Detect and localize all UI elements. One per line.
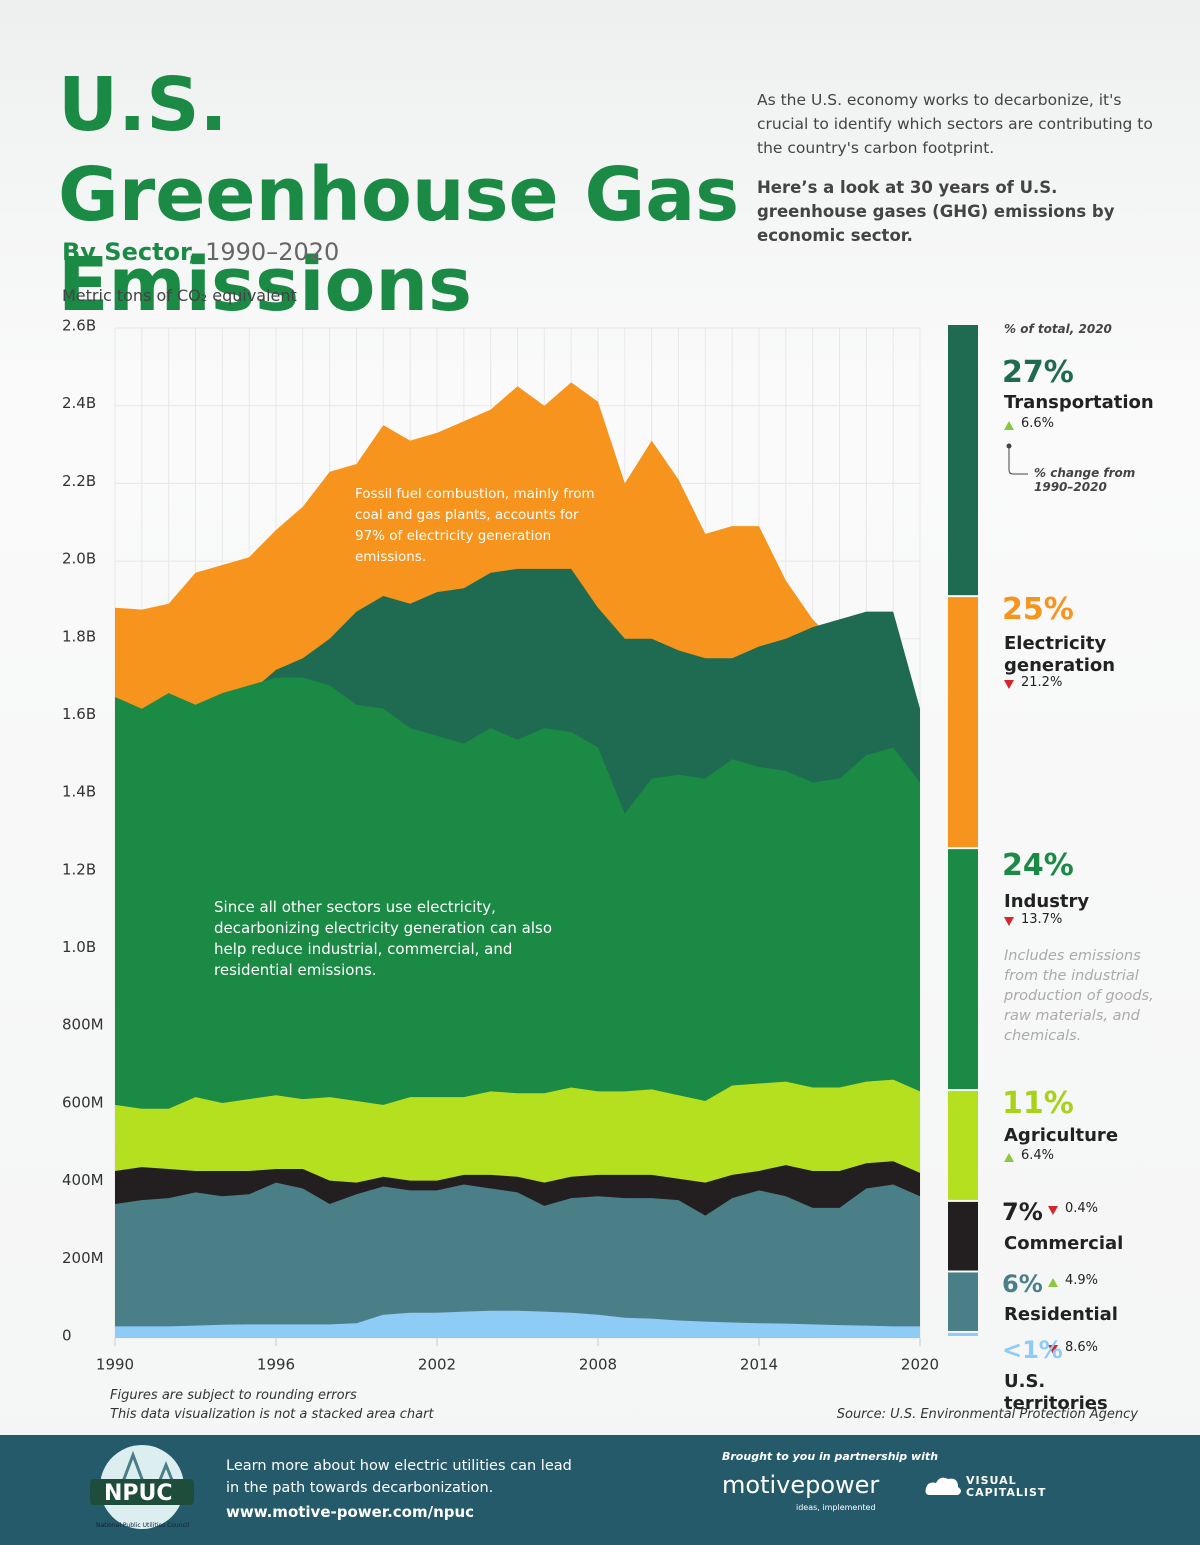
legend-segment (948, 1272, 978, 1331)
legend-name: Agriculture (1004, 1125, 1119, 1146)
subtitle-years: 1990–2020 (205, 238, 340, 266)
y-tick-label: 2.4B (62, 394, 96, 412)
legend-change: 8.6% (1065, 1340, 1099, 1355)
npuc: NPUC (104, 1481, 173, 1506)
legend-change: 21.2% (1021, 675, 1063, 690)
y-tick-label: 2.0B (62, 550, 96, 568)
note: Figures are subject to rounding errors (110, 1388, 357, 1403)
x-tick-label: 2008 (579, 1356, 617, 1374)
change-arrow (1004, 421, 1014, 430)
legend-segment (948, 325, 978, 596)
legend-segment (948, 1332, 978, 1336)
y-tick-label: 1.8B (62, 627, 96, 645)
x-tick-label: 2014 (740, 1356, 778, 1374)
legend-title: % of total, 2020 (1004, 322, 1112, 336)
footer: NPUC National Public Utilities Council L… (0, 1435, 1200, 1545)
y-tick-label: 1.0B (62, 938, 96, 956)
motivepower-tag: ideas, implemented (796, 1503, 876, 1512)
motivepower: motivepower (722, 1471, 880, 1499)
legend-segment (948, 597, 978, 848)
legend-change: 4.9% (1065, 1273, 1099, 1288)
industry-note: Includes emissions from the industrial p… (1004, 948, 1154, 1044)
y-tick-label: 800M (62, 1016, 104, 1034)
y-tick-label: 400M (62, 1171, 104, 1189)
y-tick-label: 0 (62, 1327, 72, 1345)
footer-url[interactable]: www.motive-power.com/npuc (226, 1503, 475, 1521)
legend-change: 13.7% (1021, 912, 1063, 927)
legend-share: 25% (1002, 592, 1074, 627)
y-tick-label: 600M (62, 1093, 104, 1111)
y-tick-label: 200M (62, 1249, 104, 1267)
x-tick-label: 1996 (257, 1356, 295, 1374)
intro-bold: Here’s a look at 30 years of U.S. greenh… (757, 178, 1115, 245)
change-arrow (1004, 680, 1014, 689)
npuc-full: National Public Utilities Council (96, 1522, 190, 1529)
npuc-logo (90, 1445, 194, 1529)
y-tick-label: 1.4B (62, 783, 96, 801)
leader (1006, 443, 1028, 475)
y-tick-label: 1.2B (62, 860, 96, 878)
subtitle: By Sector, 1990–2020 (62, 238, 339, 266)
x-tick-label: 2020 (901, 1356, 939, 1374)
change-arrow (1048, 1278, 1058, 1287)
legend-change: 6.6% (1021, 416, 1055, 431)
legend-name: Electricity generation (1004, 633, 1116, 676)
y-tick-label: 2.2B (62, 472, 96, 490)
title: U.S. Greenhouse Gas Emissions (58, 62, 740, 328)
legend-name: Commercial (1004, 1233, 1124, 1254)
y-axis-label: Metric tons of CO₂ equivalent (62, 286, 297, 305)
x-tick-label: 1990 (96, 1356, 134, 1374)
legend-name: Industry (1004, 891, 1090, 912)
change-arrow (1004, 1153, 1014, 1162)
y-tick-label: 2.6B (62, 317, 96, 335)
legend-note: % change from 1990–2020 (1034, 466, 1136, 494)
legend-change: 6.4% (1021, 1148, 1055, 1163)
note: This data visualization is not a stacked… (110, 1407, 434, 1422)
footer-text: Learn more about how electric utilities … (226, 1458, 572, 1496)
annotation: Since all other sectors use electricity,… (214, 898, 553, 979)
vc: VISUAL CAPITALIST (966, 1474, 1047, 1499)
source: Source: U.S. Environmental Protection Ag… (836, 1407, 1138, 1422)
legend-segment (948, 1091, 978, 1200)
change-arrow (1004, 917, 1014, 926)
partner-label: Brought to you in partnership with (722, 1450, 939, 1463)
intro: As the U.S. economy works to decarbonize… (757, 91, 1153, 157)
change-arrow (1048, 1345, 1058, 1354)
subtitle-bold: By Sector, (62, 238, 198, 266)
vc-logo (925, 1477, 961, 1495)
legend-change: 0.4% (1065, 1201, 1099, 1216)
legend-segment (948, 1201, 978, 1271)
legend-share: 24% (1002, 848, 1074, 883)
change-arrow (1048, 1206, 1058, 1215)
legend-share: 7% (1002, 1198, 1043, 1226)
legend-segment (948, 849, 978, 1090)
legend-share: 27% (1002, 355, 1074, 390)
legend-name: Transportation (1004, 392, 1154, 413)
legend-name: Residential (1004, 1304, 1118, 1325)
x-tick-label: 2002 (418, 1356, 456, 1374)
annotation: Fossil fuel combustion, mainly from coal… (355, 486, 595, 565)
y-tick-label: 1.6B (62, 705, 96, 723)
area (115, 1182, 920, 1338)
legend-share: 11% (1002, 1086, 1074, 1121)
legend-share: 6% (1002, 1270, 1043, 1298)
legend-name: U.S. territories (1004, 1371, 1108, 1414)
area (115, 1310, 920, 1338)
legend-share: <1% (1002, 1336, 1063, 1364)
